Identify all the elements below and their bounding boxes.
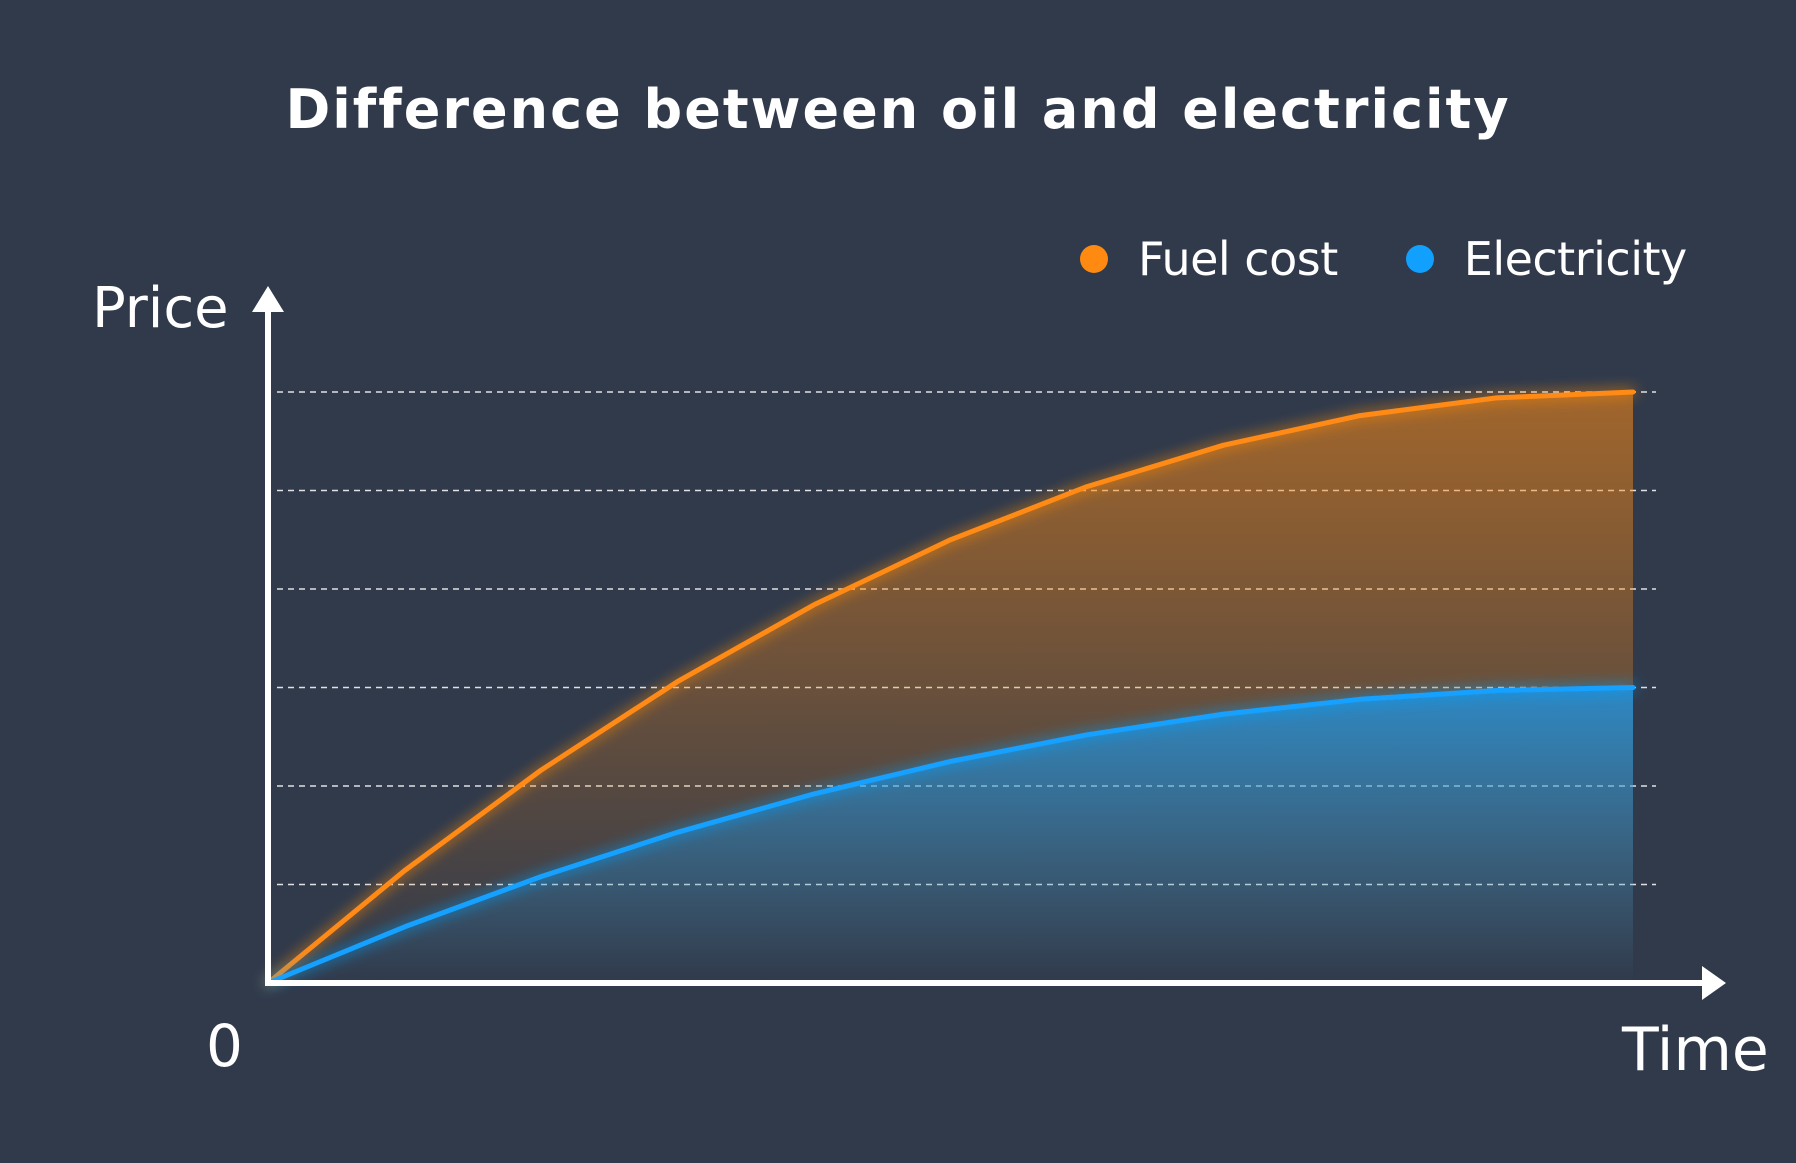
chart-title: Difference between oil and electricity <box>285 78 1511 141</box>
series-line-fuel-cost <box>265 389 1636 986</box>
legend-item-fuel-cost: Fuel cost <box>1080 232 1338 286</box>
legend-item-electricity: Electricity <box>1405 232 1688 286</box>
x-axis-label: Time <box>1622 1015 1769 1085</box>
area-electricity <box>268 687 1633 983</box>
origin-label: 0 <box>206 1012 243 1080</box>
y-axis-arrow <box>252 286 284 312</box>
legend-label-fuel-cost: Fuel cost <box>1138 232 1338 286</box>
chart-legend: Fuel cost Electricity <box>1080 232 1687 286</box>
axes <box>252 286 1726 1000</box>
x-axis-arrow <box>1702 966 1726 1000</box>
legend-label-electricity: Electricity <box>1463 232 1688 286</box>
legend-swatch-fuel-cost <box>1080 245 1108 273</box>
series-line-electricity <box>265 685 1636 986</box>
y-axis-label: Price <box>92 276 229 341</box>
legend-swatch-electricity <box>1405 245 1434 273</box>
